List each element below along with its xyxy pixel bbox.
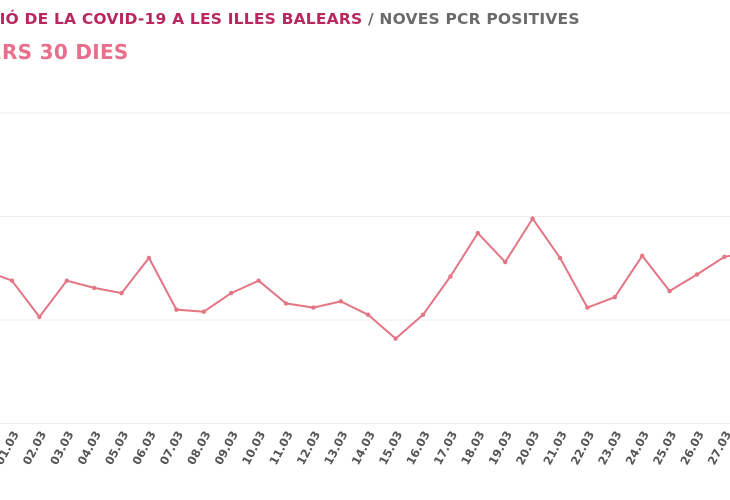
data-point bbox=[722, 254, 727, 260]
x-tick-label: 01.03 bbox=[0, 428, 22, 467]
data-point bbox=[612, 295, 617, 300]
chart-header: CIÓ DE LA COVID-19 A LES ILLES BALEARS /… bbox=[0, 0, 730, 80]
x-tick-label: 21.03 bbox=[540, 428, 569, 467]
data-point bbox=[174, 307, 179, 312]
x-tick-label: 17.03 bbox=[431, 428, 460, 467]
data-point bbox=[37, 314, 42, 320]
data-point bbox=[475, 230, 480, 236]
x-tick-label: 15.03 bbox=[376, 428, 405, 467]
data-point bbox=[667, 288, 672, 294]
x-tick-label: 10.03 bbox=[239, 428, 268, 467]
data-point bbox=[64, 278, 70, 283]
data-point bbox=[503, 259, 508, 265]
data-point bbox=[256, 278, 261, 283]
x-tick-label: 20.03 bbox=[513, 428, 542, 467]
x-tick-label: 02.03 bbox=[20, 428, 49, 467]
x-tick-label: 08.03 bbox=[184, 428, 213, 467]
data-point bbox=[146, 255, 152, 261]
chart-subtitle: ERS 30 DIES bbox=[0, 40, 129, 64]
x-tick-label: 11.03 bbox=[266, 428, 295, 467]
x-tick-label: 18.03 bbox=[458, 428, 487, 467]
x-tick-label: 05.03 bbox=[102, 428, 131, 467]
x-tick-label: 16.03 bbox=[403, 428, 432, 467]
data-point bbox=[201, 309, 206, 314]
x-tick-label: 14.03 bbox=[348, 428, 377, 467]
x-tick-label: 06.03 bbox=[129, 428, 158, 467]
data-point bbox=[640, 253, 645, 259]
x-tick-label: 23.03 bbox=[595, 428, 624, 467]
title-region: CIÓ DE LA COVID-19 A LES ILLES BALEARS bbox=[0, 10, 363, 28]
data-point bbox=[420, 312, 426, 318]
x-tick-label: 27.03 bbox=[705, 428, 730, 467]
data-point bbox=[338, 299, 343, 304]
title-metric: NOVES PCR POSITIVES bbox=[379, 10, 580, 28]
data-point bbox=[229, 290, 234, 296]
series-line bbox=[0, 217, 730, 340]
x-tick-label: 19.03 bbox=[485, 428, 514, 467]
data-point bbox=[448, 274, 453, 279]
x-tick-label: 26.03 bbox=[677, 428, 706, 467]
x-tick-label: 07.03 bbox=[157, 428, 186, 467]
data-point bbox=[92, 285, 97, 291]
x-tick-label: 12.03 bbox=[294, 428, 323, 467]
x-tick-label: 04.03 bbox=[74, 428, 103, 467]
chart-title: CIÓ DE LA COVID-19 A LES ILLES BALEARS /… bbox=[0, 10, 580, 28]
x-tick-label: 22.03 bbox=[568, 428, 597, 467]
data-point bbox=[393, 336, 398, 341]
data-point bbox=[530, 216, 535, 221]
data-point bbox=[9, 278, 15, 283]
data-point bbox=[119, 290, 124, 296]
x-tick-label: 03.03 bbox=[47, 428, 76, 467]
data-point bbox=[585, 305, 590, 310]
data-point bbox=[557, 255, 563, 261]
x-tick-label: 25.03 bbox=[650, 428, 679, 467]
data-point bbox=[283, 301, 289, 306]
data-point bbox=[311, 305, 316, 310]
data-point bbox=[694, 272, 700, 277]
x-tick-label: 24.03 bbox=[622, 428, 651, 467]
title-separator: / bbox=[362, 10, 380, 28]
x-tick-label: 09.03 bbox=[211, 428, 240, 467]
data-point bbox=[366, 312, 371, 318]
x-tick-label: 13.03 bbox=[321, 428, 350, 467]
